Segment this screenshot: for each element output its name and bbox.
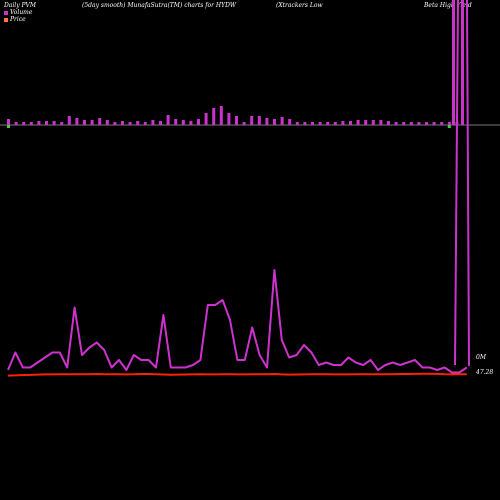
volume-bar — [417, 122, 421, 125]
volume-bar — [75, 118, 79, 125]
volume-bar — [356, 120, 360, 125]
volume-spike — [452, 0, 455, 125]
volume-bar — [7, 119, 10, 125]
volume-swatch — [4, 10, 8, 15]
volume-bar — [257, 116, 261, 125]
volume-bar — [45, 121, 48, 125]
volume-bar — [37, 121, 41, 125]
pvm-line — [7, 269, 468, 374]
header-label-mid: (5day smooth) MunafaSutra(TM) charts for… — [82, 2, 237, 9]
volume-bar — [197, 119, 200, 125]
volume-bar — [447, 122, 451, 125]
volume-bar — [181, 120, 185, 125]
pvm-spike-line — [466, 0, 470, 367]
volume-bar — [105, 120, 109, 125]
legend-volume: Volume — [4, 9, 32, 16]
volume-bar — [349, 121, 352, 125]
volume-bar — [394, 122, 398, 125]
volume-bar — [250, 116, 254, 125]
volume-bar — [227, 113, 231, 125]
volume-bar — [60, 122, 64, 125]
volume-bar — [364, 120, 368, 125]
volume-bar — [409, 122, 413, 125]
volume-bar — [151, 120, 155, 125]
volume-bar — [242, 122, 246, 125]
header-label-right-1: (Xtrackers Low — [276, 2, 323, 9]
volume-bar — [288, 119, 292, 125]
volume-bar — [29, 122, 33, 125]
volume-bar — [379, 120, 383, 125]
volume-bar — [387, 121, 390, 125]
volume-bar — [166, 115, 170, 125]
volume-bar — [318, 122, 322, 125]
volume-bar — [235, 116, 238, 125]
volume-bar — [273, 119, 276, 125]
volume-bar — [402, 122, 406, 125]
legend-price: Price — [4, 16, 26, 23]
volume-bar — [212, 108, 216, 125]
volume-bar — [143, 122, 147, 125]
volume-bar — [333, 122, 337, 125]
volume-bar — [326, 122, 330, 125]
y-label-price: 47.28 — [476, 369, 494, 376]
header-label-left: Daily PVM — [4, 2, 37, 9]
legend-price-label: Price — [10, 16, 26, 23]
volume-bar — [98, 118, 102, 125]
volume-bar — [440, 122, 444, 125]
volume-bar — [121, 121, 124, 125]
volume-bar-negative — [7, 125, 10, 128]
volume-bar — [425, 122, 428, 125]
legend-volume-label: Volume — [10, 9, 33, 16]
price-line — [7, 372, 467, 377]
volume-bar — [189, 121, 193, 125]
volume-bar — [22, 122, 26, 125]
header-label-right-2: Beta High Yield — [424, 2, 472, 9]
pvm-spike-line — [454, 0, 459, 366]
volume-bar — [83, 120, 86, 125]
volume-bar-negative — [447, 125, 451, 128]
volume-bar — [136, 121, 140, 125]
volume-bar — [432, 122, 436, 125]
volume-bar — [128, 122, 132, 125]
volume-bar — [265, 118, 269, 125]
volume-bar — [295, 122, 299, 125]
volume-bar — [52, 121, 56, 125]
volume-bar — [159, 121, 162, 125]
y-label-volume-zero: 0M — [476, 354, 486, 361]
volume-spike — [461, 0, 464, 125]
price-swatch — [4, 17, 8, 22]
volume-bar — [371, 120, 375, 125]
volume-bar — [280, 117, 284, 125]
volume-bar — [174, 119, 178, 125]
volume-bar — [14, 122, 18, 125]
volume-bar — [90, 120, 94, 125]
volume-bar — [204, 113, 208, 125]
volume-bar — [67, 116, 71, 125]
volume-bar — [311, 122, 314, 125]
volume-bar — [303, 122, 307, 125]
volume-bar — [113, 122, 117, 125]
volume-bar — [219, 106, 223, 125]
volume-bar — [341, 121, 345, 125]
